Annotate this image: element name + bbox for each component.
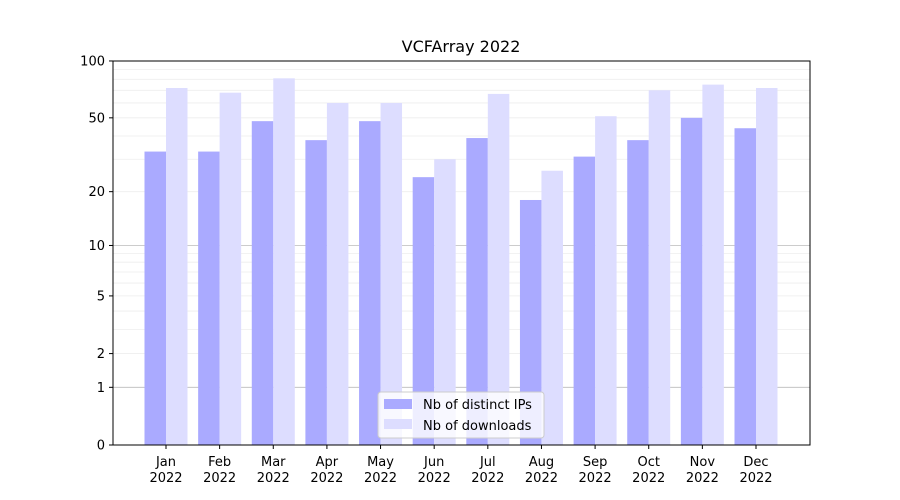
x-tick-label-month: Oct (637, 455, 659, 470)
x-tick-label-year: 2022 (632, 471, 665, 486)
bar-downloads-feb (219, 92, 242, 445)
bar-ips-may (359, 121, 381, 445)
legend-swatch-ips (384, 399, 412, 409)
y-tick-label: 1 (97, 381, 105, 396)
x-tick-label-month: Dec (743, 455, 768, 470)
x-tick-label-month: Sep (583, 455, 608, 470)
bar-downloads-apr (326, 102, 349, 446)
legend: Nb of distinct IPs Nb of downloads (377, 391, 545, 439)
bar-ips-apr (305, 140, 327, 445)
bar-downloads-sep (595, 116, 617, 446)
x-tick-label-year: 2022 (739, 471, 772, 486)
y-tick-label: 5 (97, 289, 105, 304)
legend-label-downloads: Nb of downloads (423, 419, 532, 434)
bar-ips-mar (251, 121, 274, 445)
bar-downloads-nov (702, 84, 724, 446)
bar-ips-dec (734, 128, 756, 445)
y-tick-label: 0 (97, 439, 105, 454)
x-tick-label-month: Aug (529, 455, 554, 470)
x-tick-label-month: Jun (423, 455, 444, 470)
x-tick-label-year: 2022 (686, 471, 719, 486)
bar-downloads-jun (434, 159, 456, 445)
legend-label-ips: Nb of distinct IPs (423, 398, 532, 413)
x-tick-label-month: Mar (261, 455, 286, 470)
bar-downloads-dec (756, 87, 778, 446)
bar-ips-sep (573, 156, 596, 445)
x-tick-label-year: 2022 (310, 471, 343, 486)
x-tick-label-month: Jan (155, 455, 176, 470)
y-tick-label: 20 (88, 185, 105, 200)
x-tick-label-year: 2022 (579, 471, 612, 486)
x-tick-label-year: 2022 (149, 471, 182, 486)
bars (144, 78, 778, 446)
bar-ips-oct (627, 140, 649, 445)
y-tick-label: 100 (80, 54, 105, 69)
y-tick-label: 10 (88, 239, 105, 254)
x-tick-label-year: 2022 (471, 471, 504, 486)
x-tick-label-month: Nov (690, 455, 716, 470)
x-tick-label-month: Feb (208, 455, 231, 470)
x-tick-label-year: 2022 (525, 471, 558, 486)
plot-frame (112, 60, 811, 446)
bar-downloads-mar (273, 78, 295, 445)
x-tick-label-year: 2022 (364, 471, 397, 486)
bar-downloads-oct (648, 90, 671, 446)
x-tick-label-month: Apr (316, 455, 339, 470)
bar-ips-jun (412, 177, 435, 445)
bar-ips-jul (466, 138, 488, 446)
bar-downloads-jul (487, 93, 510, 445)
x-tick-label-year: 2022 (203, 471, 236, 486)
x-tick-label-month: Jul (479, 455, 496, 470)
bar-downloads-aug (541, 170, 563, 445)
y-tick-label: 50 (88, 111, 105, 126)
bar-ips-nov (680, 117, 703, 445)
bar-downloads-jan (166, 87, 188, 446)
x-tick-label-month: May (367, 455, 394, 470)
bar-ips-jan (144, 151, 166, 445)
y-axis: 0 1 2 5 10 20 50 100 (80, 54, 113, 454)
bar-ips-feb (198, 151, 220, 445)
bar-ips-aug (519, 199, 542, 445)
legend-swatch-downloads (384, 419, 412, 429)
x-tick-label-year: 2022 (257, 471, 290, 486)
bar-downloads-may (380, 102, 403, 446)
chart-title: VCFArray 2022 (402, 37, 521, 56)
legend-box (377, 391, 545, 439)
x-axis: Jan2022Feb2022Mar2022Apr2022May2022Jun20… (149, 445, 773, 486)
y-tick-label: 2 (97, 347, 105, 362)
x-tick-label-year: 2022 (418, 471, 451, 486)
